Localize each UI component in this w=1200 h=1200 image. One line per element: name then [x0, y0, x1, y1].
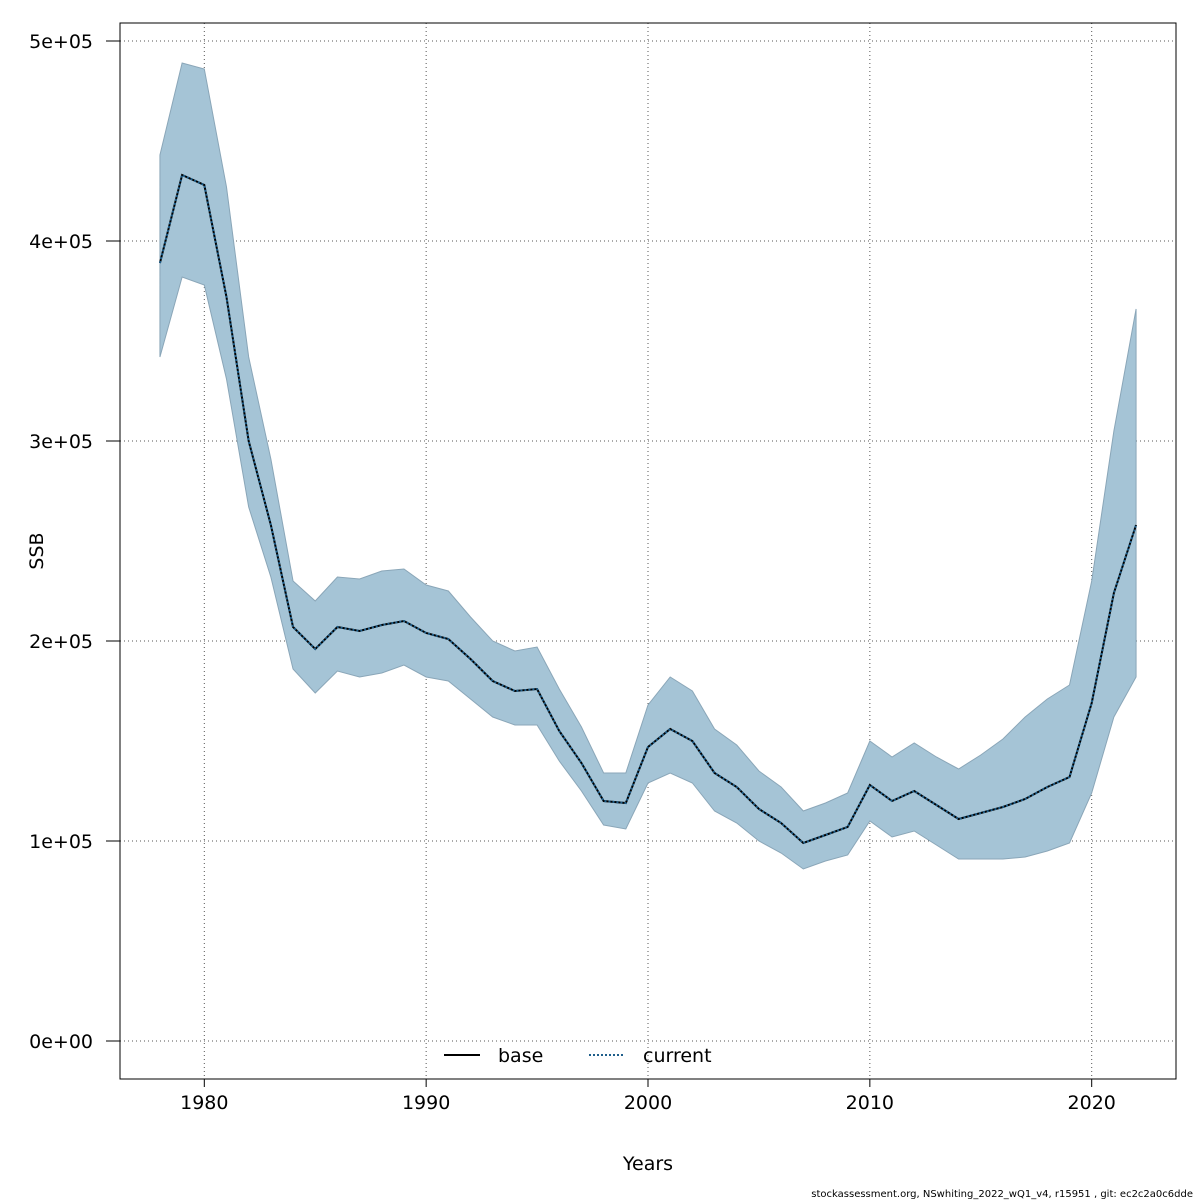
legend-current-label: current — [643, 1045, 712, 1067]
x-axis-title: Years — [622, 1153, 673, 1175]
footer-credit: stockassessment.org, NSwhiting_2022_wQ1_… — [811, 1189, 1193, 1200]
x-tick-label: 2000 — [624, 1092, 672, 1114]
x-axis: 1980 1990 2000 2010 2020 — [180, 1079, 1116, 1114]
ssb-chart: 1980 1990 2000 2010 2020 0e+00 1e+05 2e+05 3e+0… — [0, 0, 1200, 1200]
x-tick-label: 1990 — [402, 1092, 450, 1114]
x-tick-label: 2010 — [846, 1092, 894, 1114]
y-tick-label: 5e+05 — [29, 31, 93, 53]
y-axis-title: SSB — [26, 532, 48, 569]
x-tick-label: 2020 — [1068, 1092, 1116, 1114]
legend: base current — [444, 1045, 712, 1067]
x-tick-label: 1980 — [180, 1092, 228, 1114]
y-tick-label: 4e+05 — [29, 231, 93, 253]
y-tick-label: 0e+00 — [29, 1031, 93, 1053]
y-tick-label: 1e+05 — [29, 831, 93, 853]
legend-base-label: base — [498, 1045, 543, 1067]
y-tick-label: 3e+05 — [29, 431, 93, 453]
y-tick-label: 2e+05 — [29, 631, 93, 653]
